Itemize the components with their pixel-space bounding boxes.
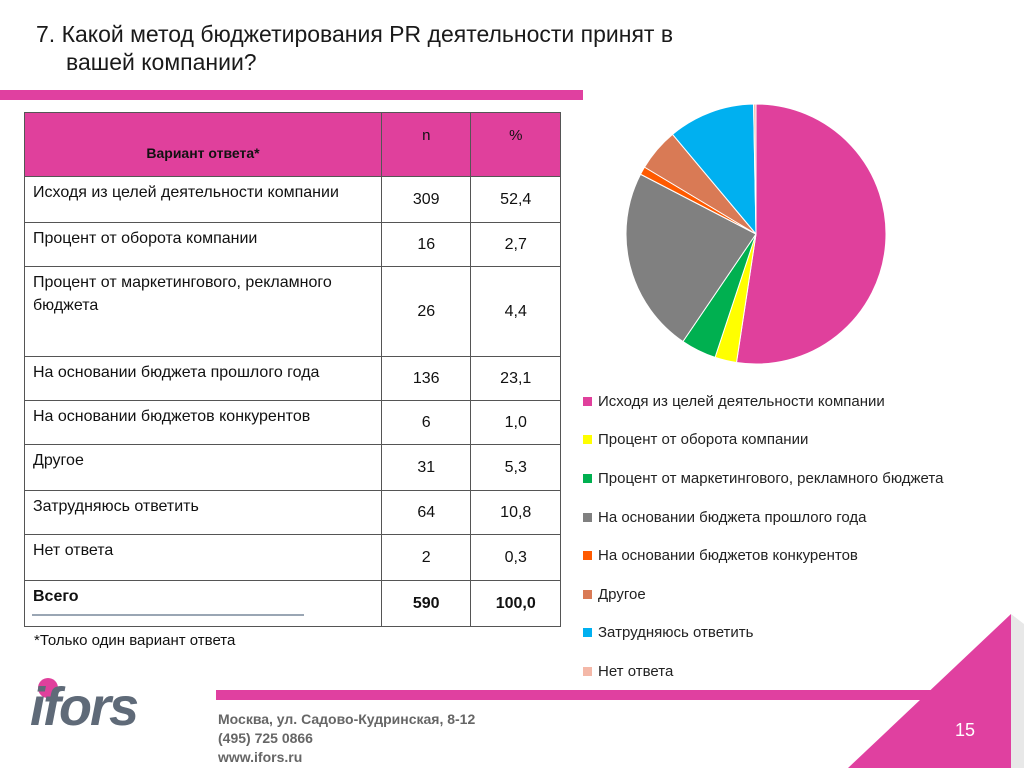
legend-item: Нет ответа [583, 652, 1023, 691]
title-line-2: вашей компании? [66, 49, 257, 75]
row-n: 6 [380, 400, 472, 445]
legend-label: Процент от оборота компании [598, 431, 809, 449]
table-row: Другое 31 5,3 [24, 444, 561, 491]
row-percent: 1,0 [470, 400, 561, 445]
row-percent: 23,1 [470, 356, 561, 401]
footnote: *Только один вариант ответа [34, 632, 236, 649]
logo-dot [38, 678, 58, 698]
pie-slice [735, 103, 887, 365]
row-percent: 4,4 [470, 266, 561, 357]
header-n: n [380, 112, 472, 177]
row-percent: 5,3 [470, 444, 561, 491]
row-n: 136 [380, 356, 472, 401]
legend-swatch [583, 512, 592, 522]
contact-address: Москва, ул. Садово-Кудринская, 8-12 (495… [218, 710, 475, 767]
legend-item: Процент от оборота компании [583, 421, 1023, 460]
row-percent: 52,4 [470, 176, 561, 223]
pie-slice [625, 173, 757, 343]
ifors-logo: ifors [30, 677, 139, 737]
table-row: Нет ответа 2 0,3 [24, 534, 561, 581]
address-website: www.ifors.ru [218, 749, 303, 765]
pie-chart [625, 103, 887, 365]
total-label: Всего [24, 580, 382, 627]
legend-swatch [583, 473, 592, 483]
legend-item: На основании бюджета прошлого года [583, 498, 1023, 537]
row-n: 64 [380, 490, 472, 535]
row-label: Другое [24, 444, 382, 491]
row-label: На основании бюджета прошлого года [24, 356, 382, 401]
corner-triangle [848, 614, 1024, 768]
table-row: Исходя из целей деятельности компании 309… [24, 176, 561, 223]
legend-label: Исходя из целей деятельности компании [598, 392, 885, 410]
table-row: Затрудняюсь ответить 64 10,8 [24, 490, 561, 535]
title-underline-bar [0, 90, 583, 100]
table-row: На основании бюджетов конкурентов 6 1,0 [24, 400, 561, 445]
row-n: 16 [380, 222, 472, 267]
row-n: 2 [380, 534, 472, 581]
legend-swatch [583, 551, 592, 561]
footer-bar [216, 690, 971, 700]
legend-swatch [583, 435, 592, 445]
header-answer-option: Вариант ответа* [24, 112, 382, 177]
header-percent: % [470, 112, 561, 177]
table-row: Процент от маркетингового, рекламного бю… [24, 266, 561, 357]
row-percent: 0,3 [470, 534, 561, 581]
legend-item: На основании бюджетов конкурентов [583, 536, 1023, 575]
row-n: 31 [380, 444, 472, 491]
address-phone: (495) 725 0866 [218, 730, 313, 746]
legend-item: Исходя из целей деятельности компании [583, 382, 1023, 421]
legend-swatch [583, 628, 592, 638]
table-total-row: Всего 590 100,0 [24, 580, 561, 627]
row-label: Исходя из целей деятельности компании [24, 176, 382, 223]
legend-label: Другое [598, 585, 646, 603]
legend-swatch [583, 666, 592, 676]
row-n: 309 [380, 176, 472, 223]
legend-item: Затрудняюсь ответить [583, 614, 1023, 653]
legend-label: Нет ответа [598, 662, 674, 680]
footnote-divider [32, 614, 304, 616]
table-row: Процент от оборота компании 16 2,7 [24, 222, 561, 267]
row-label: Процент от оборота компании [24, 222, 382, 267]
title-line-1: 7. Какой метод бюджетирования PR деятель… [36, 21, 674, 47]
legend-label: Процент от маркетингового, рекламного бю… [598, 469, 944, 487]
page-number: 15 [955, 720, 976, 740]
results-table: Вариант ответа* n % Исходя из целей деят… [24, 112, 561, 627]
total-n: 590 [380, 580, 472, 627]
chart-legend: Исходя из целей деятельности компании Про… [583, 382, 1023, 691]
legend-item: Другое [583, 575, 1023, 614]
table-body: Исходя из целей деятельности компании 309… [24, 176, 561, 627]
legend-swatch [583, 589, 592, 599]
legend-label: На основании бюджетов конкурентов [598, 547, 858, 565]
row-percent: 2,7 [470, 222, 561, 267]
legend-label: Затрудняюсь ответить [598, 624, 754, 642]
legend-swatch [583, 396, 592, 406]
address-street: Москва, ул. Садово-Кудринская, 8-12 [218, 711, 476, 727]
pie-slice [753, 103, 757, 235]
legend-label: На основании бюджета прошлого года [598, 508, 867, 526]
table-header-row: Вариант ответа* n % [24, 112, 561, 177]
row-label: Процент от маркетингового, рекламного бю… [24, 266, 382, 357]
row-n: 26 [380, 266, 472, 357]
pie-slice [671, 103, 757, 236]
total-percent: 100,0 [470, 580, 561, 627]
slide-title: 7. Какой метод бюджетирования PR деятель… [36, 20, 796, 76]
row-label: Нет ответа [24, 534, 382, 581]
row-percent: 10,8 [470, 490, 561, 535]
row-label: Затрудняюсь ответить [24, 490, 382, 535]
row-label: На основании бюджетов конкурентов [24, 400, 382, 445]
table-row: На основании бюджета прошлого года 136 23,… [24, 356, 561, 401]
legend-item: Процент от маркетингового, рекламного бю… [583, 459, 1023, 498]
